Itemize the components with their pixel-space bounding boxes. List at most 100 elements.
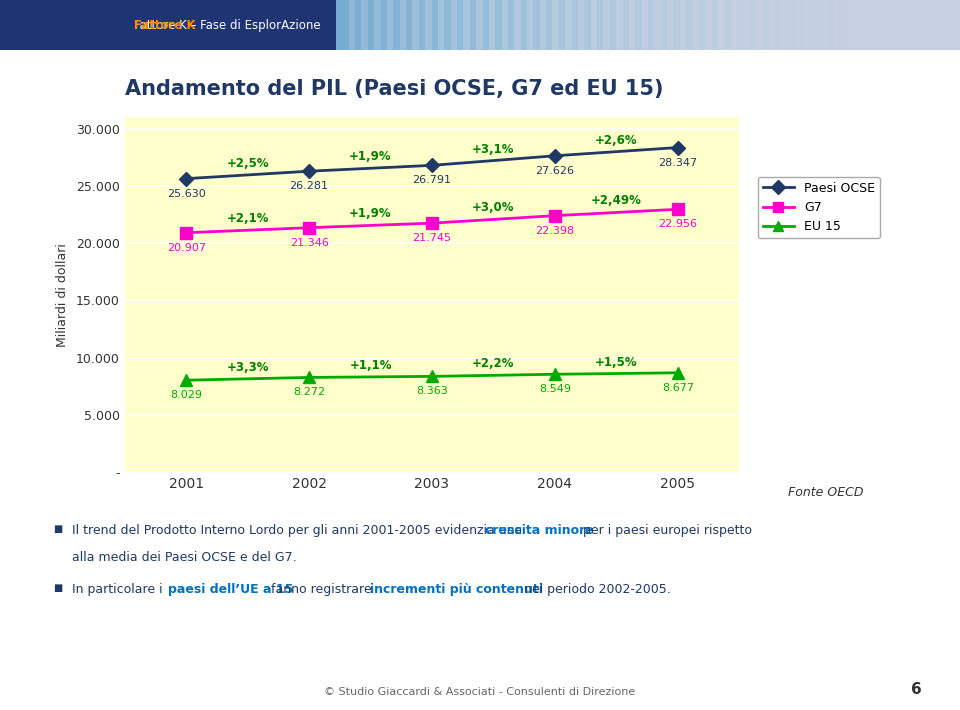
Bar [781,0,801,50]
Bar [871,0,890,50]
Text: Fattore K: Fattore K [134,19,196,33]
EU 15 [672,368,684,377]
Text: +1,9%: +1,9% [349,151,392,163]
Text: 22.956: 22.956 [659,219,697,229]
Text: +3,0%: +3,0% [472,202,515,214]
Bar [501,0,520,50]
Bar [718,0,737,50]
Bar [374,0,394,50]
Bar [846,0,865,50]
Bar [629,0,648,50]
Bar [553,0,572,50]
Text: 26.791: 26.791 [413,175,451,185]
Bar [743,0,762,50]
Paesi OCSE [672,143,684,152]
Text: +1,9%: +1,9% [349,207,392,220]
Text: 8.363: 8.363 [416,386,448,396]
Paesi OCSE [180,175,192,183]
G7 [426,219,438,227]
Bar [731,0,750,50]
Text: +2,49%: +2,49% [591,195,641,207]
Paesi OCSE [303,167,315,175]
Bar [399,0,419,50]
Bar [476,0,495,50]
Bar [897,0,916,50]
Bar [348,0,368,50]
Bar [641,0,660,50]
Bar [934,0,953,50]
Text: 22.398: 22.398 [536,226,574,236]
Bar [540,0,559,50]
Bar [604,0,623,50]
Line: G7: G7 [180,204,684,239]
G7 [549,212,561,220]
G7 [180,229,192,237]
Bar [948,0,960,50]
Text: 21.346: 21.346 [290,238,328,248]
Legend: Paesi OCSE, G7, EU 15: Paesi OCSE, G7, EU 15 [757,177,880,238]
EU 15 [303,373,315,382]
Text: 8.029: 8.029 [170,391,203,400]
Text: © Studio Giaccardi & Associati - Consulenti di Direzione: © Studio Giaccardi & Associati - Consule… [324,687,636,697]
Text: ■: ■ [53,583,62,593]
Text: +3,1%: +3,1% [472,143,515,155]
Bar [425,0,444,50]
Bar [756,0,776,50]
Bar [667,0,686,50]
Text: Andamento del PIL (Paesi OCSE, G7 ed EU 15): Andamento del PIL (Paesi OCSE, G7 ed EU … [125,79,663,99]
Text: ■: ■ [53,524,62,534]
Bar [616,0,636,50]
Bar [680,0,699,50]
Text: 8.549: 8.549 [539,384,571,394]
Bar [489,0,508,50]
Text: 27.626: 27.626 [536,166,574,176]
G7 [303,224,315,232]
Text: nel periodo 2002-2005.: nel periodo 2002-2005. [520,583,671,596]
Bar [590,0,610,50]
Text: +2,1%: +2,1% [227,212,269,225]
G7 [672,205,684,214]
Text: +3,3%: +3,3% [227,361,269,373]
Text: 8.272: 8.272 [293,388,325,398]
Bar [578,0,597,50]
Bar [450,0,469,50]
Bar [909,0,928,50]
Text: +2,2%: +2,2% [472,357,515,371]
Line: Paesi OCSE: Paesi OCSE [181,143,683,183]
Text: +1,5%: +1,5% [595,356,637,368]
Text: Fonte OECD: Fonte OECD [788,486,864,499]
Text: +2,6%: +2,6% [595,133,637,147]
EU 15 [549,370,561,378]
Text: alla media dei Paesi OCSE e del G7.: alla media dei Paesi OCSE e del G7. [72,551,297,564]
Bar [655,0,674,50]
Bar [820,0,839,50]
Text: paesi dell’UE a 15: paesi dell’UE a 15 [168,583,294,596]
Bar [807,0,827,50]
Text: In particolare i: In particolare i [72,583,167,596]
Bar [883,0,902,50]
Bar [413,0,432,50]
Text: 28.347: 28.347 [659,158,697,168]
Text: incrementi più contenuti: incrementi più contenuti [370,583,542,596]
Text: 20.907: 20.907 [167,243,205,253]
Text: 6: 6 [911,682,922,697]
Text: 26.281: 26.281 [290,181,328,191]
Bar [795,0,814,50]
Bar [706,0,725,50]
EU 15 [180,376,192,385]
Bar [464,0,483,50]
Bar [565,0,585,50]
Text: 21.745: 21.745 [413,233,451,244]
Text: 25.630: 25.630 [167,189,205,199]
Text: fanno registrare: fanno registrare [267,583,375,596]
Text: 8.677: 8.677 [661,383,694,393]
Bar [922,0,941,50]
EU 15 [426,372,438,381]
Bar [362,0,381,50]
Text: per i paesi europei rispetto: per i paesi europei rispetto [579,524,752,537]
Text: Fattore K – Fase di EsplorAzione: Fattore K – Fase di EsplorAzione [134,19,321,33]
Y-axis label: Miliardi di dollari: Miliardi di dollari [56,243,69,346]
Paesi OCSE [426,161,438,170]
Bar [0,0,336,50]
Text: Il trend del Prodotto Interno Lordo per gli anni 2001-2005 evidenzia una: Il trend del Prodotto Interno Lordo per … [72,524,526,537]
